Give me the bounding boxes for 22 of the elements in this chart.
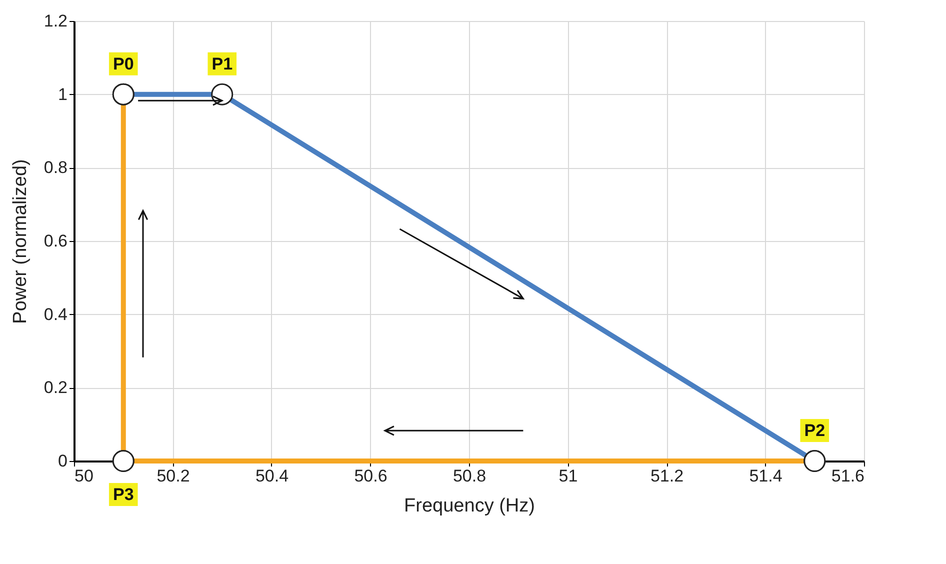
y-tick-label: 0.8 — [44, 158, 68, 178]
x-tick-label: 50.4 — [255, 466, 289, 486]
x-tick-label: 50.8 — [452, 466, 486, 486]
annotation: P3 — [112, 485, 134, 504]
x-tick-label: 51.6 — [831, 466, 864, 486]
y-tick-label: 0.4 — [44, 304, 68, 324]
x-axis-title: Frequency (Hz) — [404, 496, 535, 516]
x-tick-label: 50.2 — [156, 466, 190, 486]
x-tick-label: 51.2 — [650, 466, 684, 486]
y-axis-title: Power (normalized) — [10, 159, 31, 324]
y-tick-label: 0 — [58, 452, 68, 470]
annotation: P0 — [112, 54, 134, 74]
x-tick-label: 50 — [74, 466, 94, 486]
y-tick-label: 1.2 — [44, 12, 68, 30]
x-tick-label: 51.4 — [749, 466, 782, 486]
y-tick-label: 0.2 — [44, 378, 68, 398]
y-tick-label: 1 — [58, 84, 68, 104]
x-tick-label: 50.6 — [354, 466, 388, 486]
x-tick-label: 51 — [558, 466, 578, 486]
annotation: P2 — [804, 421, 826, 440]
y-tick-label: 0.6 — [44, 232, 68, 250]
annotation: P1 — [212, 54, 233, 74]
